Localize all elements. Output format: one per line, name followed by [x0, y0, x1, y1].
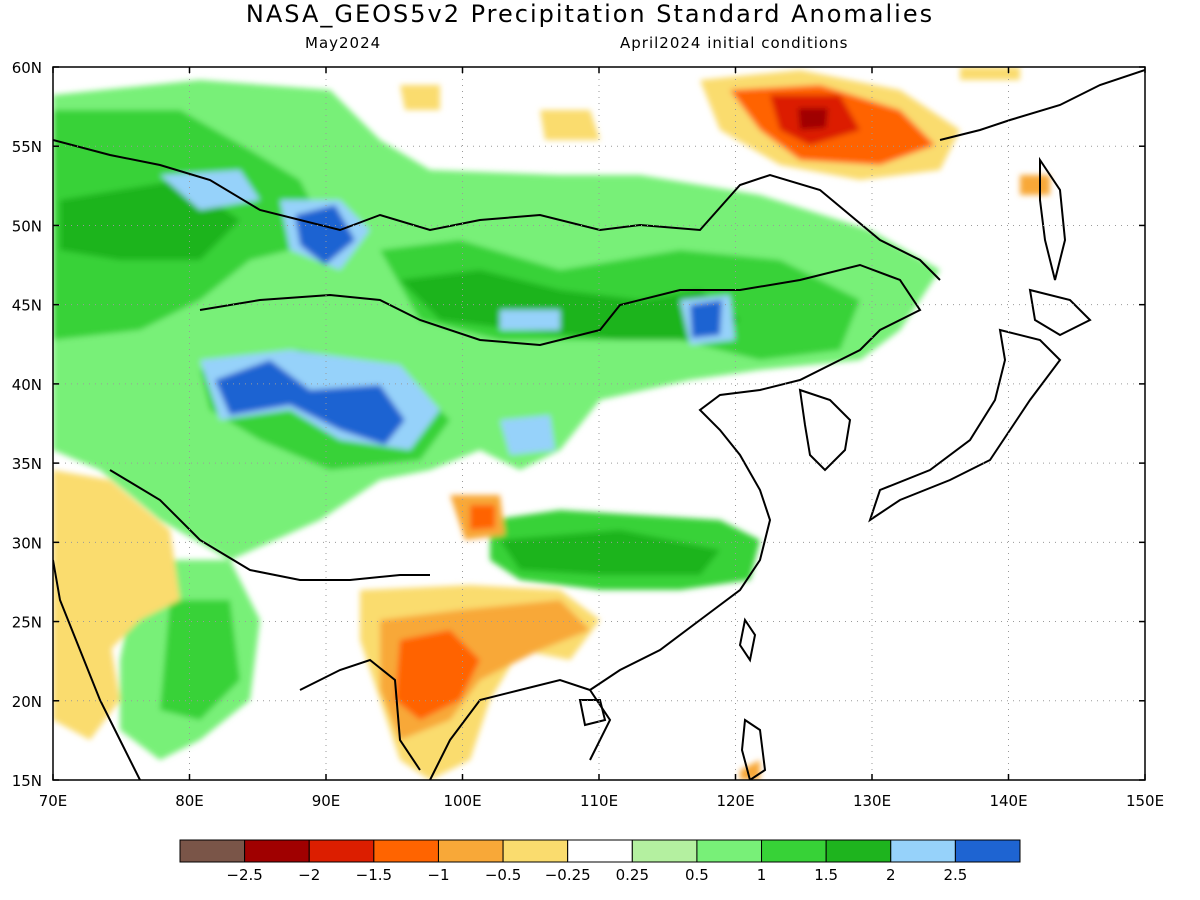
lat-tick-label: 45N: [12, 297, 42, 315]
colorbar-swatch: [567, 839, 633, 863]
lon-tick-label: 90E: [312, 792, 341, 810]
colorbar-swatch: [825, 839, 892, 863]
colorbar-swatch: [631, 839, 698, 863]
colorbar-label: −2: [298, 866, 320, 884]
lon-tick-label: 150E: [1126, 792, 1164, 810]
indochina-coast: [429, 678, 612, 780]
bay-of-bengal-coast: [299, 658, 421, 771]
colorbar-label: −0.5: [485, 866, 521, 884]
colorbar-label: 1: [757, 866, 767, 884]
lat-tick-label: 50N: [12, 217, 42, 235]
colorbar-label: −2.5: [226, 866, 262, 884]
lon-tick-label: 120E: [716, 792, 754, 810]
colorbar-swatch: [696, 839, 763, 863]
lon-tick-label: 140E: [989, 792, 1027, 810]
hokkaido-coast: [1028, 288, 1092, 337]
russia-southern-border: [53, 139, 941, 281]
himalaya-border: [109, 469, 430, 581]
colorbar-labels: −2.5 −2 −1.5 −1 −0.5 −0.25 0.25 0.5 1 1.5 2 2.5: [226, 866, 967, 884]
forecast-month: May2024: [305, 34, 382, 52]
colorbar-label: −1.5: [356, 866, 392, 884]
colorbar-swatch: [761, 839, 827, 863]
latitude-axis: 15N 20N 25N 30N 35N 40N 45N 50N 55N 60N: [12, 59, 42, 790]
china-mongolia-border: [199, 263, 922, 361]
sakhalin-coast: [1039, 156, 1067, 281]
india-coast: [53, 559, 141, 780]
colorbar-swatch: [437, 839, 504, 863]
lon-tick-label: 70E: [39, 792, 68, 810]
lat-tick-label: 15N: [12, 772, 42, 790]
anomaly-field: [53, 67, 1145, 780]
lat-tick-label: 60N: [12, 59, 42, 77]
colorbar-swatch: [308, 839, 375, 863]
lat-tick-label: 55N: [12, 138, 42, 156]
colorbar: [179, 839, 1021, 863]
colorbar-swatch: [179, 839, 246, 863]
lon-tick-label: 130E: [853, 792, 891, 810]
colorbar-label: 2.5: [943, 866, 967, 884]
colorbar-swatch: [373, 839, 439, 863]
lon-tick-label: 100E: [443, 792, 481, 810]
taiwan-coast: [738, 617, 757, 663]
axis-ticks: [52, 66, 1146, 781]
lat-tick-label: 35N: [12, 455, 42, 473]
okhotsk-coast: [939, 69, 1145, 141]
japan-coast: [868, 328, 1062, 523]
colorbar-swatch: [954, 839, 1021, 863]
colorbar-label: 2: [886, 866, 896, 884]
china-east-coast: [589, 359, 841, 691]
map-title: NASA_GEOS5v2 Precipitation Standard Anom…: [245, 0, 935, 28]
colorbar-label: 0.5: [685, 866, 709, 884]
colorbar-label: −1: [427, 866, 449, 884]
lat-tick-label: 30N: [12, 534, 42, 552]
colorbar-label: 1.5: [814, 866, 838, 884]
longitude-axis: 70E 80E 90E 100E 110E 120E 130E 140E 150E: [39, 792, 1164, 810]
colorbar-swatch: [890, 839, 956, 863]
map-grid: [53, 67, 1145, 780]
lat-tick-label: 40N: [12, 376, 42, 394]
initial-conditions-label: April2024 initial conditions: [620, 34, 849, 52]
lon-tick-label: 110E: [580, 792, 618, 810]
region-tarim-very-wet: [215, 360, 405, 445]
hainan-coast: [578, 699, 607, 727]
lat-tick-label: 20N: [12, 693, 42, 711]
colorbar-label: −0.25: [545, 866, 591, 884]
colorbar-swatch: [244, 839, 310, 863]
korea-coast: [798, 388, 852, 472]
lon-tick-label: 80E: [175, 792, 204, 810]
region-west-india-dry: [53, 470, 180, 660]
philippines-coast: [740, 718, 767, 780]
lat-tick-label: 25N: [12, 614, 42, 632]
coastline-borders: [53, 69, 1145, 780]
colorbar-swatch: [502, 839, 569, 863]
colorbar-label: 0.25: [616, 866, 649, 884]
